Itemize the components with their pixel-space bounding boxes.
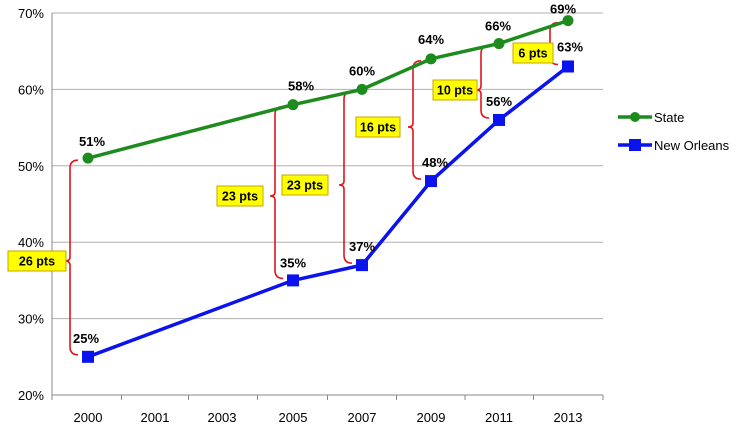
x-tick-label: 2013 — [554, 410, 583, 425]
gap-callout-label: 26 pts — [19, 255, 55, 269]
gap-bracket — [64, 159, 79, 356]
gap-callout-label: 23 pts — [287, 179, 323, 193]
x-tick-label: 2000 — [74, 410, 103, 425]
data-point-marker — [493, 113, 505, 126]
data-point-marker — [425, 175, 437, 188]
gap-callout-box — [216, 185, 264, 207]
gap-callout-box — [512, 42, 554, 64]
gap-callout-label: 16 pts — [360, 121, 396, 135]
gap-callout-box — [432, 79, 478, 101]
data-point-marker — [425, 53, 437, 65]
data-label: 60% — [349, 63, 375, 78]
y-tick-label: 70% — [18, 6, 44, 21]
data-point-marker — [562, 15, 574, 27]
x-tick-label: 2003 — [208, 410, 237, 425]
legend-marker — [630, 112, 640, 122]
gap-bracket — [269, 105, 284, 280]
data-point-marker — [356, 259, 368, 272]
legend-marker — [629, 139, 641, 151]
data-label: 37% — [349, 239, 375, 254]
data-label: 51% — [79, 134, 105, 149]
data-point-marker — [493, 38, 505, 50]
x-tick-label: 2011 — [485, 410, 513, 425]
data-label: 56% — [486, 94, 512, 109]
data-point-marker — [82, 350, 94, 363]
data-label: 64% — [418, 32, 444, 47]
data-label: 66% — [485, 19, 511, 34]
gap-callout-box — [355, 116, 401, 138]
gap-callout-box — [281, 174, 329, 196]
series-lines — [82, 15, 574, 363]
legend-label: New Orleans — [654, 138, 730, 153]
data-point-marker — [356, 83, 368, 95]
x-tick-label: 2007 — [348, 410, 377, 425]
data-point-marker — [562, 60, 574, 73]
y-tick-label: 30% — [18, 312, 44, 327]
series-line-state — [87, 18, 569, 160]
gap-callout-box — [7, 250, 67, 272]
data-point-marker — [82, 152, 94, 164]
gap-callout-label: 6 pts — [518, 47, 547, 61]
data-point-marker — [287, 99, 299, 111]
y-tick-label: 60% — [18, 82, 44, 97]
data-label: 35% — [280, 255, 306, 270]
x-tick-label: 2001 — [141, 410, 170, 425]
gap-callout-label: 10 pts — [437, 84, 473, 98]
series-line-new-orleans — [87, 65, 570, 359]
x-axis: 2000 2001 2003 2005 2007 2009 2011 2013 — [51, 394, 604, 425]
y-axis: 20% 30% 40% 50% 60% 70% — [18, 6, 53, 403]
data-label: 25% — [73, 331, 99, 346]
x-tick-label: 2009 — [417, 410, 446, 425]
y-tick-label: 40% — [18, 235, 44, 250]
y-tick-label: 20% — [18, 388, 44, 403]
y-tick-label: 50% — [18, 159, 44, 174]
gap-callout-label: 23 pts — [222, 190, 258, 204]
grid-lines — [52, 12, 603, 320]
data-labels: 51% 58% 60% 64% 66% 69% 25% 35% 37% 48% 56% 63% — [73, 2, 583, 346]
x-tick-label: 2005 — [279, 410, 308, 425]
data-label: 69% — [550, 2, 576, 17]
data-point-marker — [287, 274, 299, 287]
data-label: 48% — [422, 155, 448, 170]
data-label: 63% — [557, 39, 583, 54]
legend: State New Orleans — [618, 110, 730, 153]
legend-label: State — [654, 110, 684, 125]
gap-bracket — [407, 60, 422, 180]
gap-callouts: 26 pts 23 pts 23 pts 16 pts 10 pts 6 pts — [7, 42, 554, 272]
gap-bracket — [338, 90, 353, 264]
data-label: 58% — [288, 79, 314, 94]
